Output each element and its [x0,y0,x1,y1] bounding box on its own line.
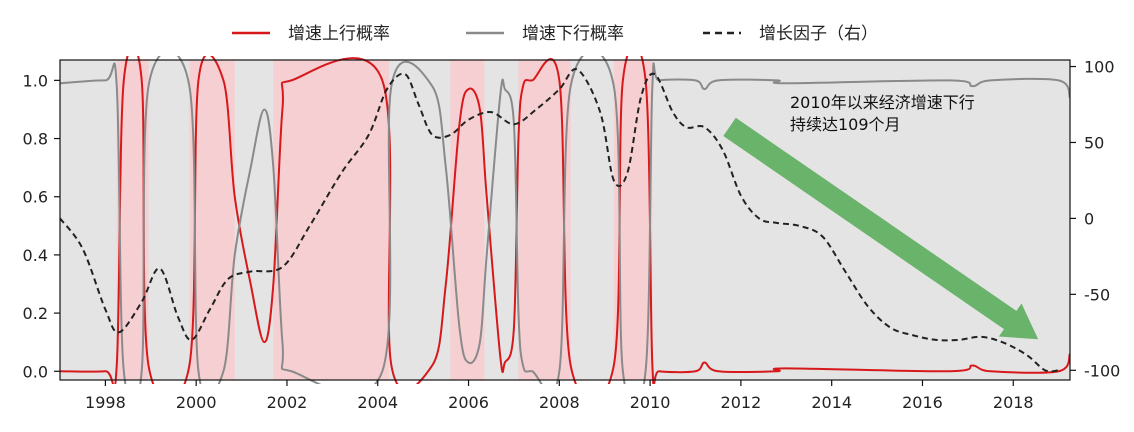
y-right-tick-label: 50 [1084,133,1104,152]
y-left-tick-label: 0.4 [23,246,48,265]
x-tick-label: 2016 [902,393,943,412]
y-right-tick-label: -50 [1084,285,1110,304]
x-tick-label: 2014 [811,393,852,412]
series-line-3 [60,68,1059,373]
x-tick-label: 2012 [721,393,762,412]
x-tick-label: 2002 [267,393,308,412]
x-tick-label: 2008 [539,393,580,412]
y-left-tick-label: 0.6 [23,188,48,207]
shaded-period [518,60,571,380]
x-tick-label: 2018 [993,393,1034,412]
plot-frame [59,59,1071,381]
legend-label-3: 增长因子（右） [759,24,878,44]
x-tick-label: 2004 [357,393,398,412]
shaded-periods [116,60,653,380]
y-right-tick-label: -100 [1084,361,1120,380]
x-tick-label: 2000 [176,393,217,412]
axes: 1998 2000 2002 2004 2006 2008 2010 2012 2014 2016… [23,58,1121,412]
x-tick-label: 2010 [630,393,671,412]
legend: 增速上行概率 增速下行概率 增长因子（右） [232,24,878,44]
shaded-period [273,60,390,380]
y-right-tick-label: 100 [1084,58,1115,77]
shaded-period [450,60,485,380]
series-lines [60,56,1070,384]
x-tick-label: 1998 [85,393,126,412]
series-line-2 [60,56,1070,384]
legend-label-1: 增速上行概率 [288,24,390,44]
legend-label-2: 增速下行概率 [522,24,624,44]
y-left-tick-label: 0.8 [23,130,48,149]
x-tick-label: 2006 [448,393,489,412]
annotation-text-line: 2010年以来经济增速下行 [790,93,975,112]
y-left-tick-label: 1.0 [23,71,48,90]
annotation-text-line: 持续达109个月 [790,115,901,134]
y-right-tick-label: 0 [1084,209,1094,228]
y-left-tick-label: 0.2 [23,304,48,323]
annotation-arrow [723,117,1039,340]
y-left-tick-label: 0.0 [23,362,48,381]
